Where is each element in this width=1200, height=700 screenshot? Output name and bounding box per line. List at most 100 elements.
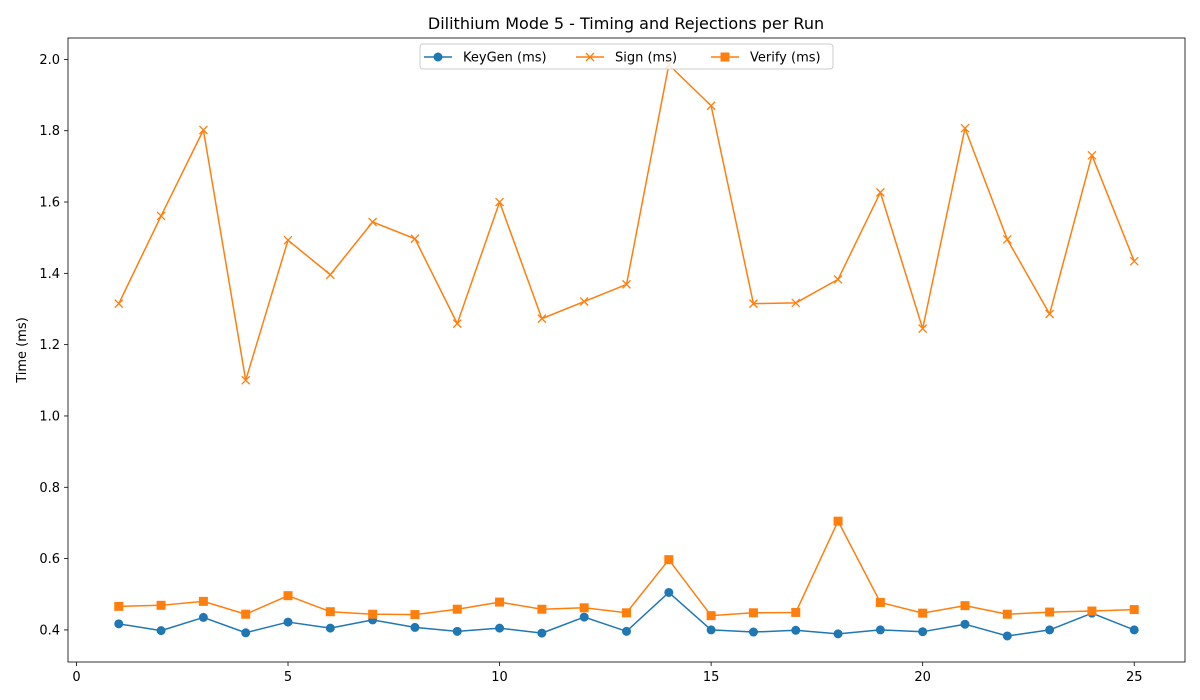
data-point-1-4 [283, 235, 293, 245]
data-point-0-11 [579, 612, 589, 622]
data-point-0-15 [748, 627, 758, 637]
legend-entry-1: Sign (ms) [576, 51, 677, 66]
axes: 0 5 10 15 20 25 0.4 0.6 0.8 1.0 1.2 1.4 1.6 1.8 2.0 Tim… [15, 37, 1186, 685]
y-tick-label-2: 0.8 [39, 481, 60, 496]
data-point-1-0-stroke-b [114, 299, 124, 309]
x-tick-label-2: 10 [491, 670, 508, 685]
plot-frame [67, 37, 1186, 663]
legend-label-1: Sign (ms) [615, 51, 677, 66]
data-point-1-2-stroke-b [198, 125, 208, 135]
data-point-2-12 [622, 608, 631, 618]
legend-marker-2 [720, 52, 730, 62]
data-point-0-9 [495, 623, 505, 633]
y-tick-label-1: 0.6 [39, 552, 60, 567]
data-point-1-7-stroke-b [410, 234, 420, 244]
data-point-0-19 [918, 627, 928, 637]
y-tick-label-6: 1.6 [39, 196, 60, 211]
data-point-1-11 [579, 297, 589, 306]
data-point-0-14 [706, 625, 716, 635]
y-tick-label-7: 1.8 [39, 124, 60, 139]
data-point-2-0 [114, 601, 124, 611]
data-point-1-22-stroke-b [1045, 309, 1055, 319]
data-point-0-21 [1002, 631, 1012, 641]
x-tick-label-1: 5 [284, 670, 292, 685]
data-point-1-14 [706, 101, 716, 111]
data-point-1-10-stroke-b [537, 314, 547, 324]
y-tick-label-0: 0.4 [39, 623, 60, 638]
data-point-1-16-stroke-b [791, 298, 801, 308]
legend-box [419, 43, 834, 70]
data-point-1-20 [960, 123, 970, 133]
data-point-0-10 [537, 628, 547, 638]
legend-marker-1 [585, 52, 595, 62]
data-point-1-8 [452, 319, 462, 329]
data-point-1-9-stroke-b [495, 197, 505, 207]
data-point-2-20 [960, 601, 970, 611]
data-point-2-16 [791, 607, 801, 617]
legend-label-2: Verify (ms) [750, 51, 821, 66]
data-point-0-13 [664, 587, 674, 597]
x-tick-label-5: 25 [1126, 670, 1143, 685]
data-point-2-2 [198, 596, 208, 606]
legend-entry-0: KeyGen (ms) [424, 51, 547, 66]
y-axis-label: Time (ms) [15, 317, 30, 384]
data-point-1-18 [875, 187, 885, 197]
data-point-1-6 [368, 217, 378, 227]
data-point-1-21 [1002, 235, 1012, 244]
data-point-1-1-stroke-b [156, 211, 166, 221]
data-point-2-9 [495, 597, 505, 607]
data-point-2-24 [1129, 605, 1139, 615]
data-point-1-24-stroke-b [1129, 256, 1139, 266]
data-point-0-0 [114, 619, 124, 629]
y-tick-label-3: 1.0 [39, 409, 60, 424]
legend-marker-1-stroke-b [585, 52, 595, 62]
data-point-0-18 [875, 625, 885, 635]
data-point-1-21-stroke-b [1002, 235, 1012, 244]
data-point-0-16 [791, 625, 801, 635]
x-tick-label-4: 20 [914, 670, 931, 685]
plot-series [114, 60, 1139, 641]
data-point-1-12-stroke-b [622, 279, 631, 289]
data-point-1-6-stroke-b [368, 217, 378, 227]
x-tick-label-3: 15 [703, 670, 720, 685]
data-point-1-24 [1129, 256, 1139, 266]
legend-entry-2: Verify (ms) [711, 51, 821, 66]
data-point-2-8 [452, 604, 462, 614]
data-point-0-17 [833, 629, 843, 639]
data-point-1-3 [241, 375, 251, 385]
data-point-2-18 [875, 597, 885, 607]
data-point-0-7 [410, 622, 420, 632]
data-point-1-9 [495, 197, 505, 207]
data-point-1-16 [791, 298, 801, 308]
data-point-0-5 [325, 623, 335, 633]
data-point-2-7 [410, 610, 420, 620]
data-point-1-4-stroke-b [283, 235, 293, 245]
data-point-1-19-stroke-b [918, 324, 928, 334]
data-point-2-11 [579, 603, 589, 613]
data-point-1-15 [748, 299, 758, 309]
data-point-2-4 [283, 591, 293, 601]
data-point-1-18-stroke-b [875, 187, 885, 197]
data-point-2-10 [537, 604, 547, 614]
data-point-2-15 [748, 608, 758, 618]
legend: KeyGen (ms) Sign (ms) Verify (ms) [419, 43, 834, 70]
data-point-0-22 [1045, 625, 1055, 635]
data-point-1-0 [114, 299, 124, 309]
series-0 [114, 587, 1139, 641]
data-point-0-1 [156, 626, 166, 636]
data-point-0-3 [241, 628, 251, 638]
data-point-1-1 [156, 211, 166, 221]
data-point-2-22 [1045, 607, 1055, 617]
y-tick-label-5: 1.4 [39, 267, 60, 282]
data-point-1-14-stroke-b [706, 101, 716, 111]
data-point-0-24 [1129, 625, 1139, 635]
data-point-1-5-stroke-b [325, 270, 335, 280]
data-point-1-15-stroke-b [748, 299, 758, 309]
data-point-0-12 [622, 626, 631, 636]
data-point-2-19 [918, 608, 928, 618]
data-point-2-6 [368, 609, 378, 619]
data-point-1-10 [537, 314, 547, 324]
data-point-2-17 [833, 516, 843, 526]
